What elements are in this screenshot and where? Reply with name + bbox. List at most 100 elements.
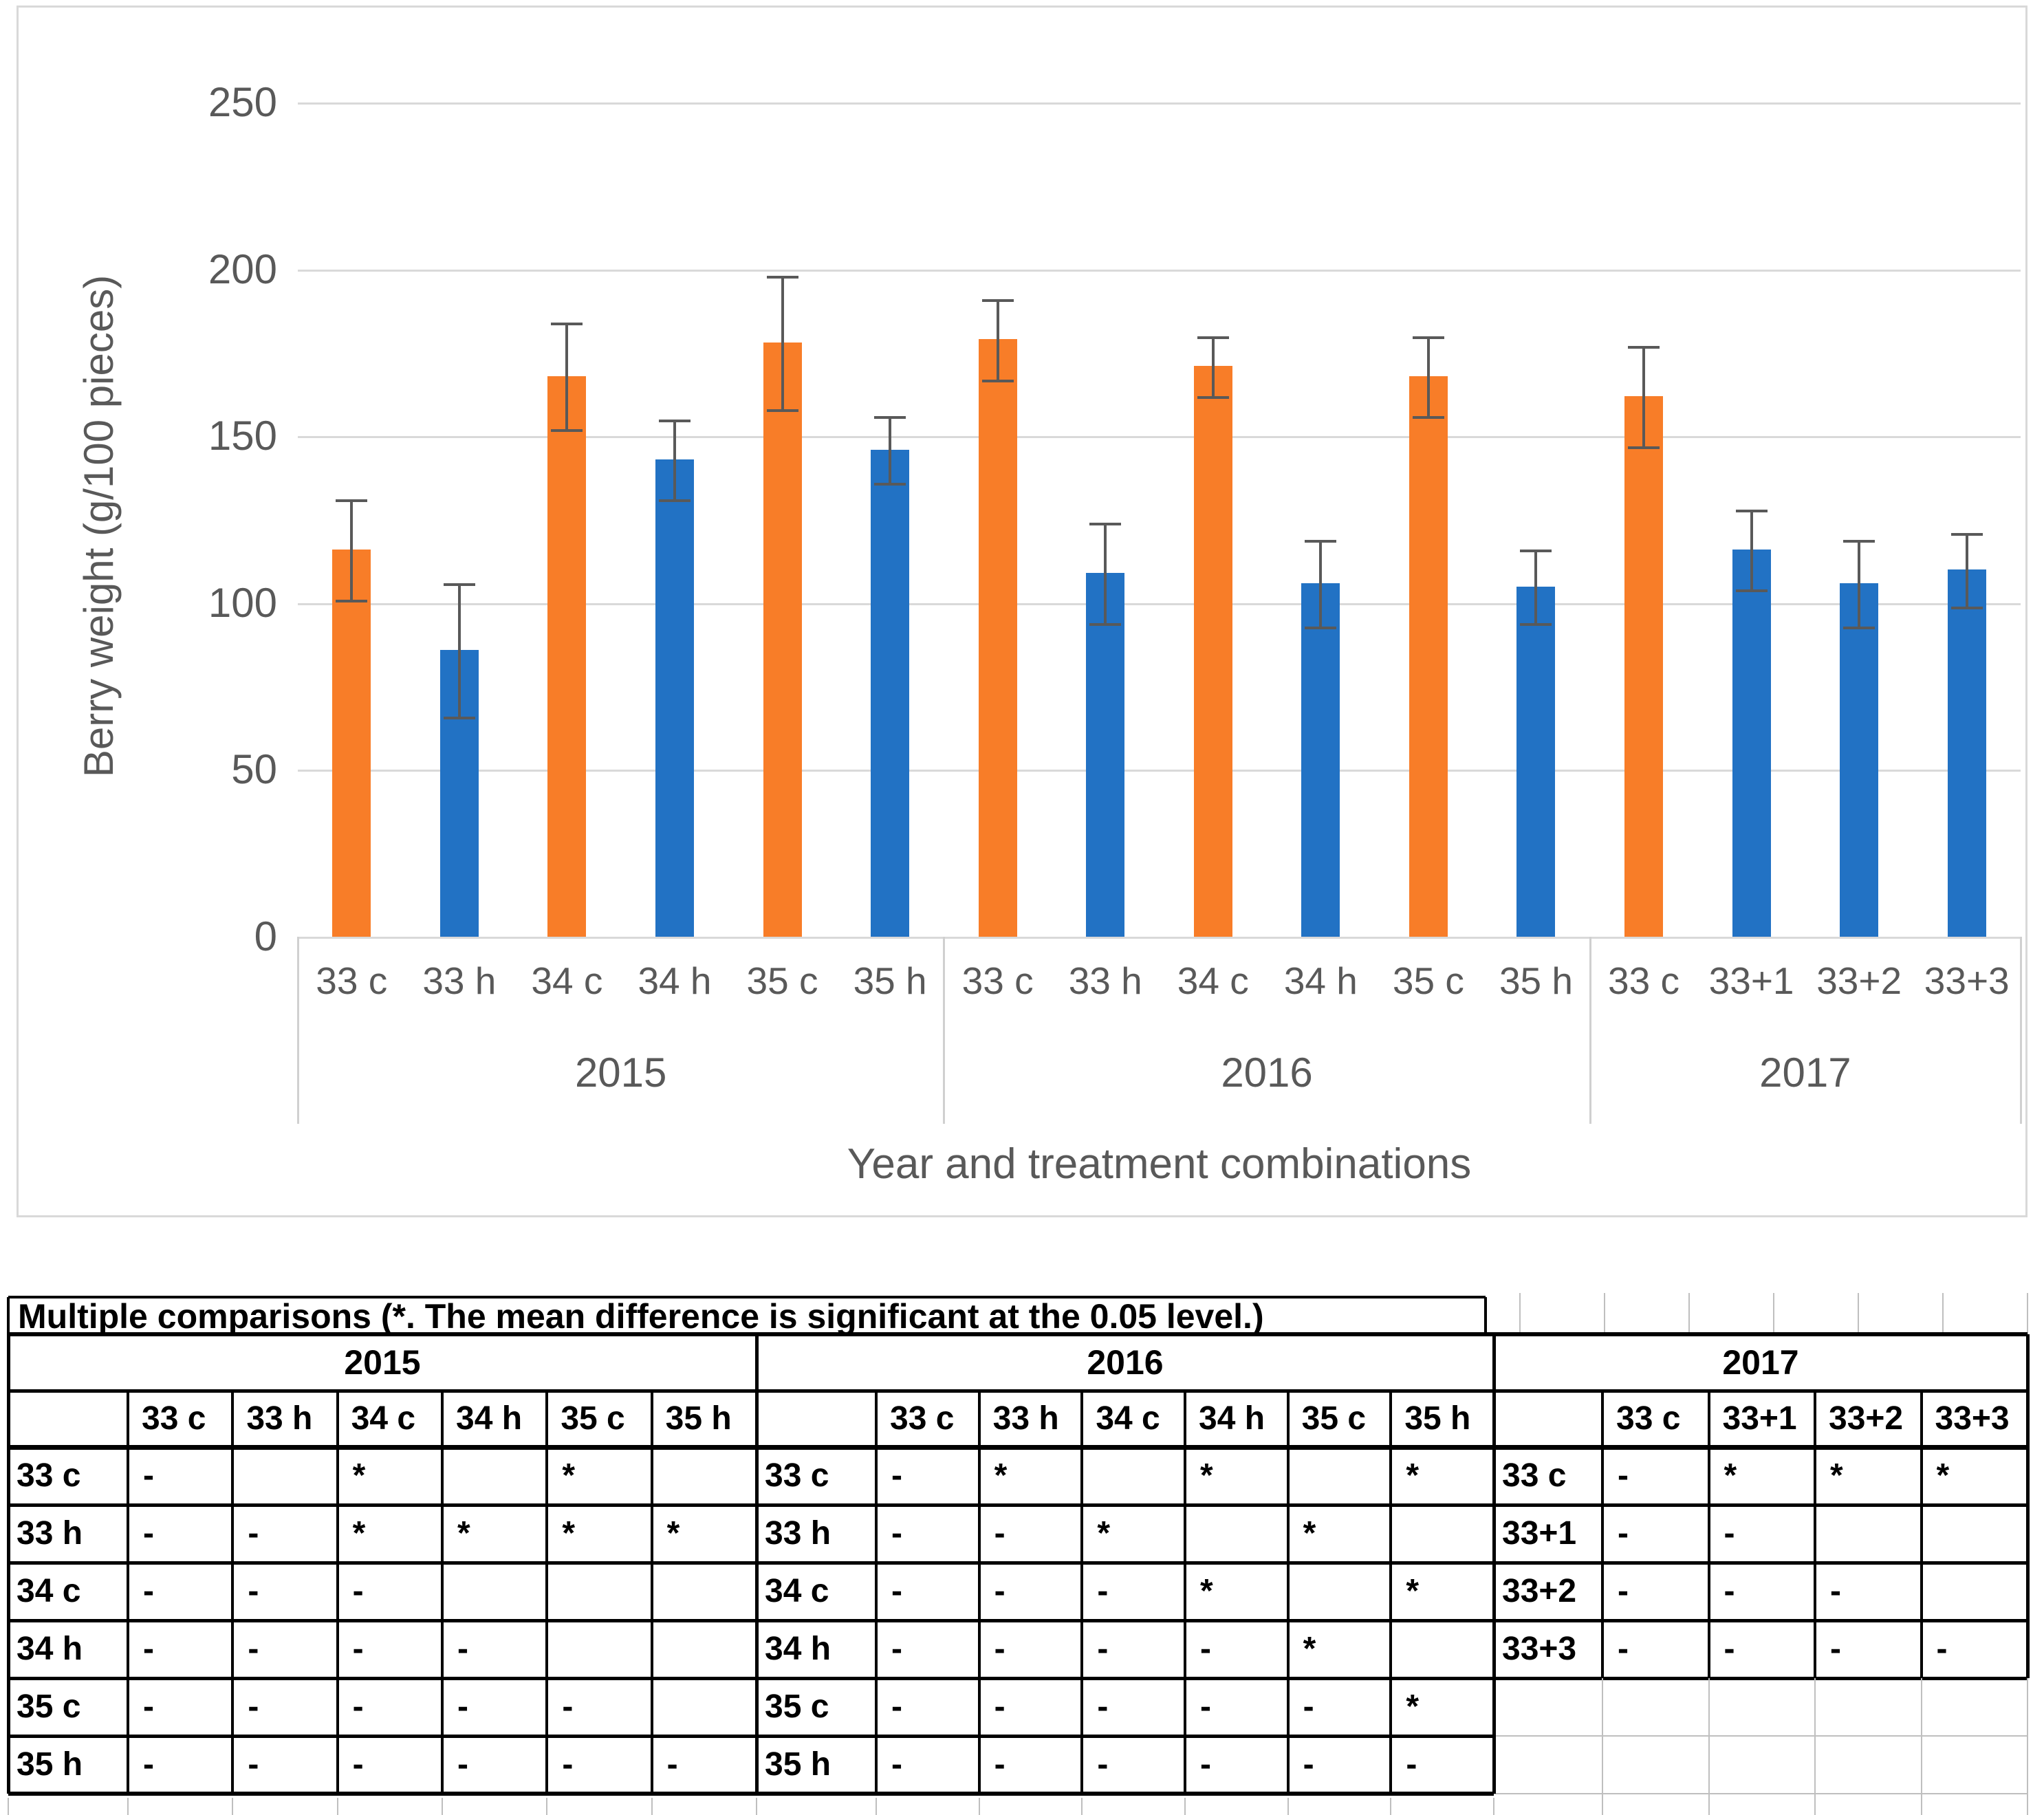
col-header-2015-34c: 34 c <box>351 1400 416 1437</box>
col-header-2015-33c: 33 c <box>142 1400 206 1437</box>
cell-2016-34h-33c: - <box>891 1631 902 1667</box>
vline-sec-left-2015 <box>6 1334 10 1794</box>
vline-2017-col-1 <box>1707 1391 1710 1678</box>
bar-2016-33c <box>978 339 1017 937</box>
grey-stub-1-5 <box>1287 1798 1289 1815</box>
error-bar-2015-33c-cap-bottom <box>336 599 368 602</box>
error-bar-2017-33+2-stem <box>1858 539 1861 627</box>
axis-separator-3 <box>2020 937 2022 1124</box>
bar-2015-35h <box>871 449 910 937</box>
x-tick-label-2016-35c: 35 c <box>1392 959 1464 1002</box>
axis-separator-2 <box>1589 937 1591 1124</box>
cell-2016-33h-33h: - <box>994 1515 1005 1552</box>
cell-2016-35h-35h: - <box>1406 1746 1417 1783</box>
cell-2015-33c-34c: * <box>352 1457 366 1494</box>
vline-2015-col-1 <box>231 1391 235 1794</box>
hline-bottom <box>8 1792 1494 1796</box>
year-header-2015: 2015 <box>344 1343 421 1382</box>
error-bar-2016-34h-cap-top <box>1305 539 1337 543</box>
hline-header-top <box>8 1389 2027 1393</box>
cell-2016-35h-33c: - <box>891 1746 902 1783</box>
error-bar-2016-35c-stem <box>1426 336 1430 417</box>
bar-chart-panel: Berry weight (g/100 pieces) 0 50 100 150 200… <box>17 6 2027 1217</box>
hline-row-2 <box>8 1561 2027 1565</box>
cell-2017-33c-33+3: * <box>1936 1457 1950 1494</box>
error-bar-2016-33c-cap-bottom <box>981 379 1014 382</box>
title-area-gridline-1 <box>1604 1293 1605 1334</box>
grey-stub-0-3 <box>336 1798 338 1815</box>
error-bar-2015-34c-stem <box>565 323 569 430</box>
error-bar-2016-34c-cap-top <box>1197 336 1229 339</box>
axis-separator-0 <box>297 937 299 1124</box>
grey-vline-below-2017-2 <box>1814 1678 1816 1815</box>
bar-2016-33h <box>1086 573 1125 937</box>
title-area-gridline-3 <box>1773 1293 1774 1334</box>
error-bar-2016-34c-cap-bottom <box>1197 395 1229 399</box>
vline-2017-col-2 <box>1814 1391 1816 1678</box>
cell-2015-34h-34c: - <box>352 1631 364 1667</box>
error-bar-2015-33h-stem <box>457 583 461 717</box>
hline-row-1 <box>8 1503 2027 1507</box>
hline-header-bottom <box>8 1444 2027 1450</box>
cell-2015-35c-34h: - <box>457 1688 468 1725</box>
error-bar-2015-35c-cap-top <box>766 276 798 279</box>
grey-vline-below-2017-1 <box>1708 1678 1710 1815</box>
cell-2015-35h-35c: - <box>562 1746 574 1783</box>
grey-vline-below-2017-0 <box>1602 1678 1603 1815</box>
x-tick-label-2016-35h: 35 h <box>1499 959 1573 1002</box>
vline-2015-col-0 <box>127 1391 129 1794</box>
cell-2015-34c-33c: - <box>143 1573 154 1609</box>
vline-2016-col-2 <box>1080 1391 1084 1794</box>
cell-2015-33h-34h: * <box>457 1515 470 1552</box>
x-tick-label-2017-33+1: 33+1 <box>1708 959 1794 1002</box>
error-bar-2016-35c-cap-bottom <box>1412 416 1444 420</box>
grey-stub-1-7 <box>1493 1798 1494 1815</box>
col-header-2015-34h: 34 h <box>456 1400 523 1437</box>
bar-2016-35c <box>1409 376 1448 937</box>
x-tick-label-2017-33+2: 33+2 <box>1816 959 1902 1002</box>
error-bar-2017-33+2-cap-bottom <box>1843 626 1876 629</box>
row-label-2016-33h: 33 h <box>765 1515 831 1552</box>
bar-2017-33+1 <box>1732 550 1771 937</box>
error-bar-2015-35h-stem <box>889 416 892 483</box>
col-header-2015-35c: 35 c <box>561 1400 625 1437</box>
error-bar-2015-34c-cap-top <box>551 323 583 326</box>
gridline-200 <box>298 269 2021 272</box>
grey-stub-0-2 <box>232 1798 234 1815</box>
vline-2015-col-5 <box>650 1391 653 1794</box>
cell-2017-33+2-33+2: - <box>1830 1573 1841 1609</box>
x-tick-label-2015-35h: 35 h <box>853 959 927 1002</box>
y-tick-label-200: 200 <box>208 246 277 292</box>
cell-2017-33+2-33c: - <box>1618 1573 1629 1609</box>
bar-2015-34c <box>547 376 587 937</box>
col-header-2017-33+3: 33+3 <box>1935 1400 2010 1437</box>
x-tick-label-2017-33c: 33 c <box>1608 959 1680 1002</box>
grey-stub-1-6 <box>1390 1798 1392 1815</box>
x-tick-label-2016-34h: 34 h <box>1283 959 1358 1002</box>
row-label-2017-33c: 33 c <box>1502 1457 1567 1494</box>
row-label-2016-35h: 35 h <box>765 1746 831 1783</box>
cell-2015-33h-35h: * <box>666 1515 680 1552</box>
vline-2016-col-3 <box>1184 1391 1186 1794</box>
error-bar-2015-34h-cap-top <box>658 419 691 422</box>
cell-2017-33+3-33+1: - <box>1724 1631 1735 1667</box>
cell-2016-35h-34c: - <box>1097 1746 1109 1783</box>
vline-sec-right-2017 <box>2025 1334 2030 1678</box>
vline-sec-left-2016 <box>754 1334 759 1794</box>
cell-2017-33+1-33c: - <box>1618 1515 1629 1552</box>
cell-2016-34h-34c: - <box>1097 1631 1109 1667</box>
year-label-2016: 2016 <box>1221 1050 1313 1096</box>
cell-2016-35h-35c: - <box>1303 1746 1314 1783</box>
cell-2017-33+1-33+1: - <box>1724 1515 1735 1552</box>
cell-2016-34c-33h: - <box>994 1573 1005 1609</box>
error-bar-2017-33c-cap-top <box>1628 346 1660 349</box>
table-title-border-top <box>8 1296 1486 1298</box>
cell-2015-35h-34h: - <box>457 1746 468 1783</box>
grey-stub-0-4 <box>442 1798 443 1815</box>
error-bar-2015-35h-cap-bottom <box>874 483 906 486</box>
cell-2017-33+2-33+1: - <box>1724 1573 1735 1609</box>
grey-stub-1-2 <box>978 1798 980 1815</box>
y-tick-label-50: 50 <box>231 746 277 793</box>
grey-hline-row-5 <box>1494 1735 2027 1737</box>
row-label-2015-35h: 35 h <box>17 1746 83 1783</box>
